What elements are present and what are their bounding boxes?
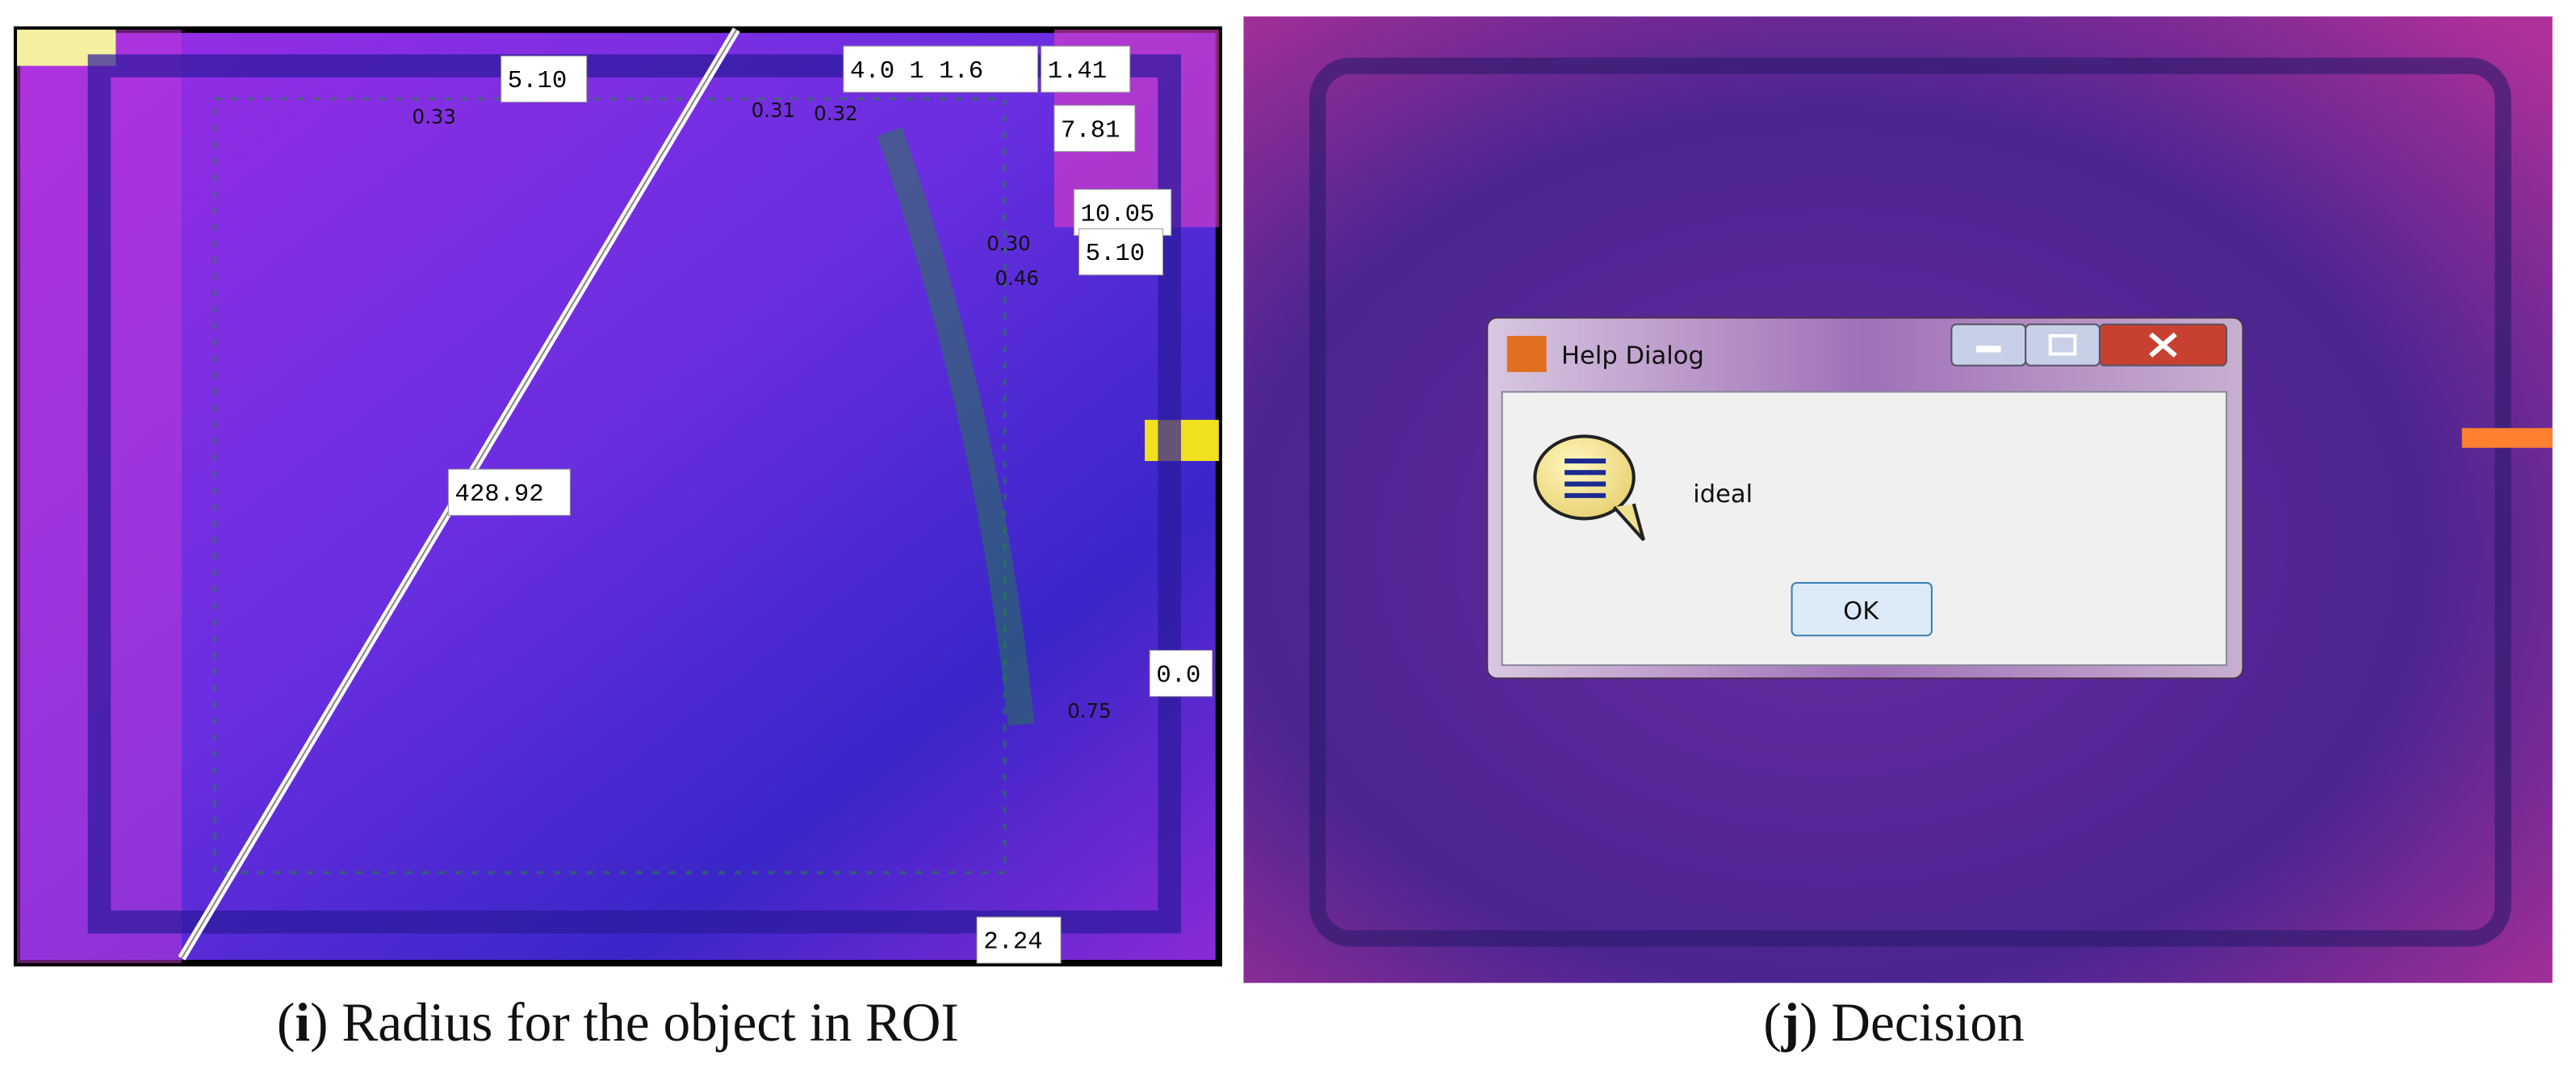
label-box — [1053, 105, 1136, 153]
measurement-label: 7.81 — [1061, 117, 1120, 145]
left-image — [13, 26, 1222, 967]
measurement-label: 0.30 — [986, 232, 1030, 255]
measurement-label: 0.0 — [1156, 662, 1200, 689]
caption-part: ) Radius for the object in ROI — [310, 992, 959, 1053]
label-box — [1073, 189, 1172, 237]
label-box — [1041, 45, 1131, 93]
label-box — [501, 55, 588, 103]
measurement-label: 0.32 — [814, 102, 857, 125]
caption-right: (j) Decision — [1763, 992, 2024, 1053]
caption-letter: i — [295, 992, 310, 1053]
measurement-label: 10.05 — [1081, 201, 1155, 228]
caption-part: ( — [1763, 992, 1781, 1053]
help-icon — [1533, 434, 1645, 542]
measurement-label: 0.75 — [1067, 699, 1111, 723]
maximize-button[interactable] — [2025, 323, 2101, 367]
help-dialog: Help Dialog ideal OK — [1486, 316, 2244, 680]
measurement-label: 0.31 — [752, 98, 795, 122]
label-box — [1078, 228, 1164, 276]
ok-button[interactable] — [1791, 581, 1933, 637]
measurement-label: 5.10 — [508, 68, 567, 95]
measurement-label: 1.41 — [1048, 58, 1107, 86]
ok-button-label: OK — [1843, 597, 1879, 626]
caption-part: ( — [277, 992, 295, 1053]
caption-part: ) Decision — [1799, 992, 2024, 1053]
measurement-label: 2.24 — [983, 929, 1042, 957]
dialog-title: Help Dialog — [1561, 342, 1704, 371]
label-box — [976, 916, 1062, 964]
measurement-label: 0.33 — [413, 105, 456, 128]
dialog-message: ideal — [1693, 480, 1753, 509]
measurement-label: 0.46 — [995, 266, 1038, 290]
minimize-button[interactable] — [1950, 323, 2027, 367]
caption-left: (i) Radius for the object in ROI — [277, 992, 959, 1053]
measurement-label: 428.92 — [455, 481, 544, 509]
app-icon — [1506, 336, 1547, 372]
measurement-labels: 5.10 0.33 4.0 1 1.6 1.41 0.31 0.32 7.81 10.05 5.… — [413, 45, 1213, 964]
caption-letter: j — [1781, 992, 1799, 1053]
label-box — [1149, 650, 1213, 698]
label-box — [447, 468, 571, 516]
measurement-label: 5.10 — [1086, 241, 1145, 268]
label-box — [843, 45, 1039, 93]
measurement-label: 4.0 1 1.6 — [850, 58, 983, 86]
